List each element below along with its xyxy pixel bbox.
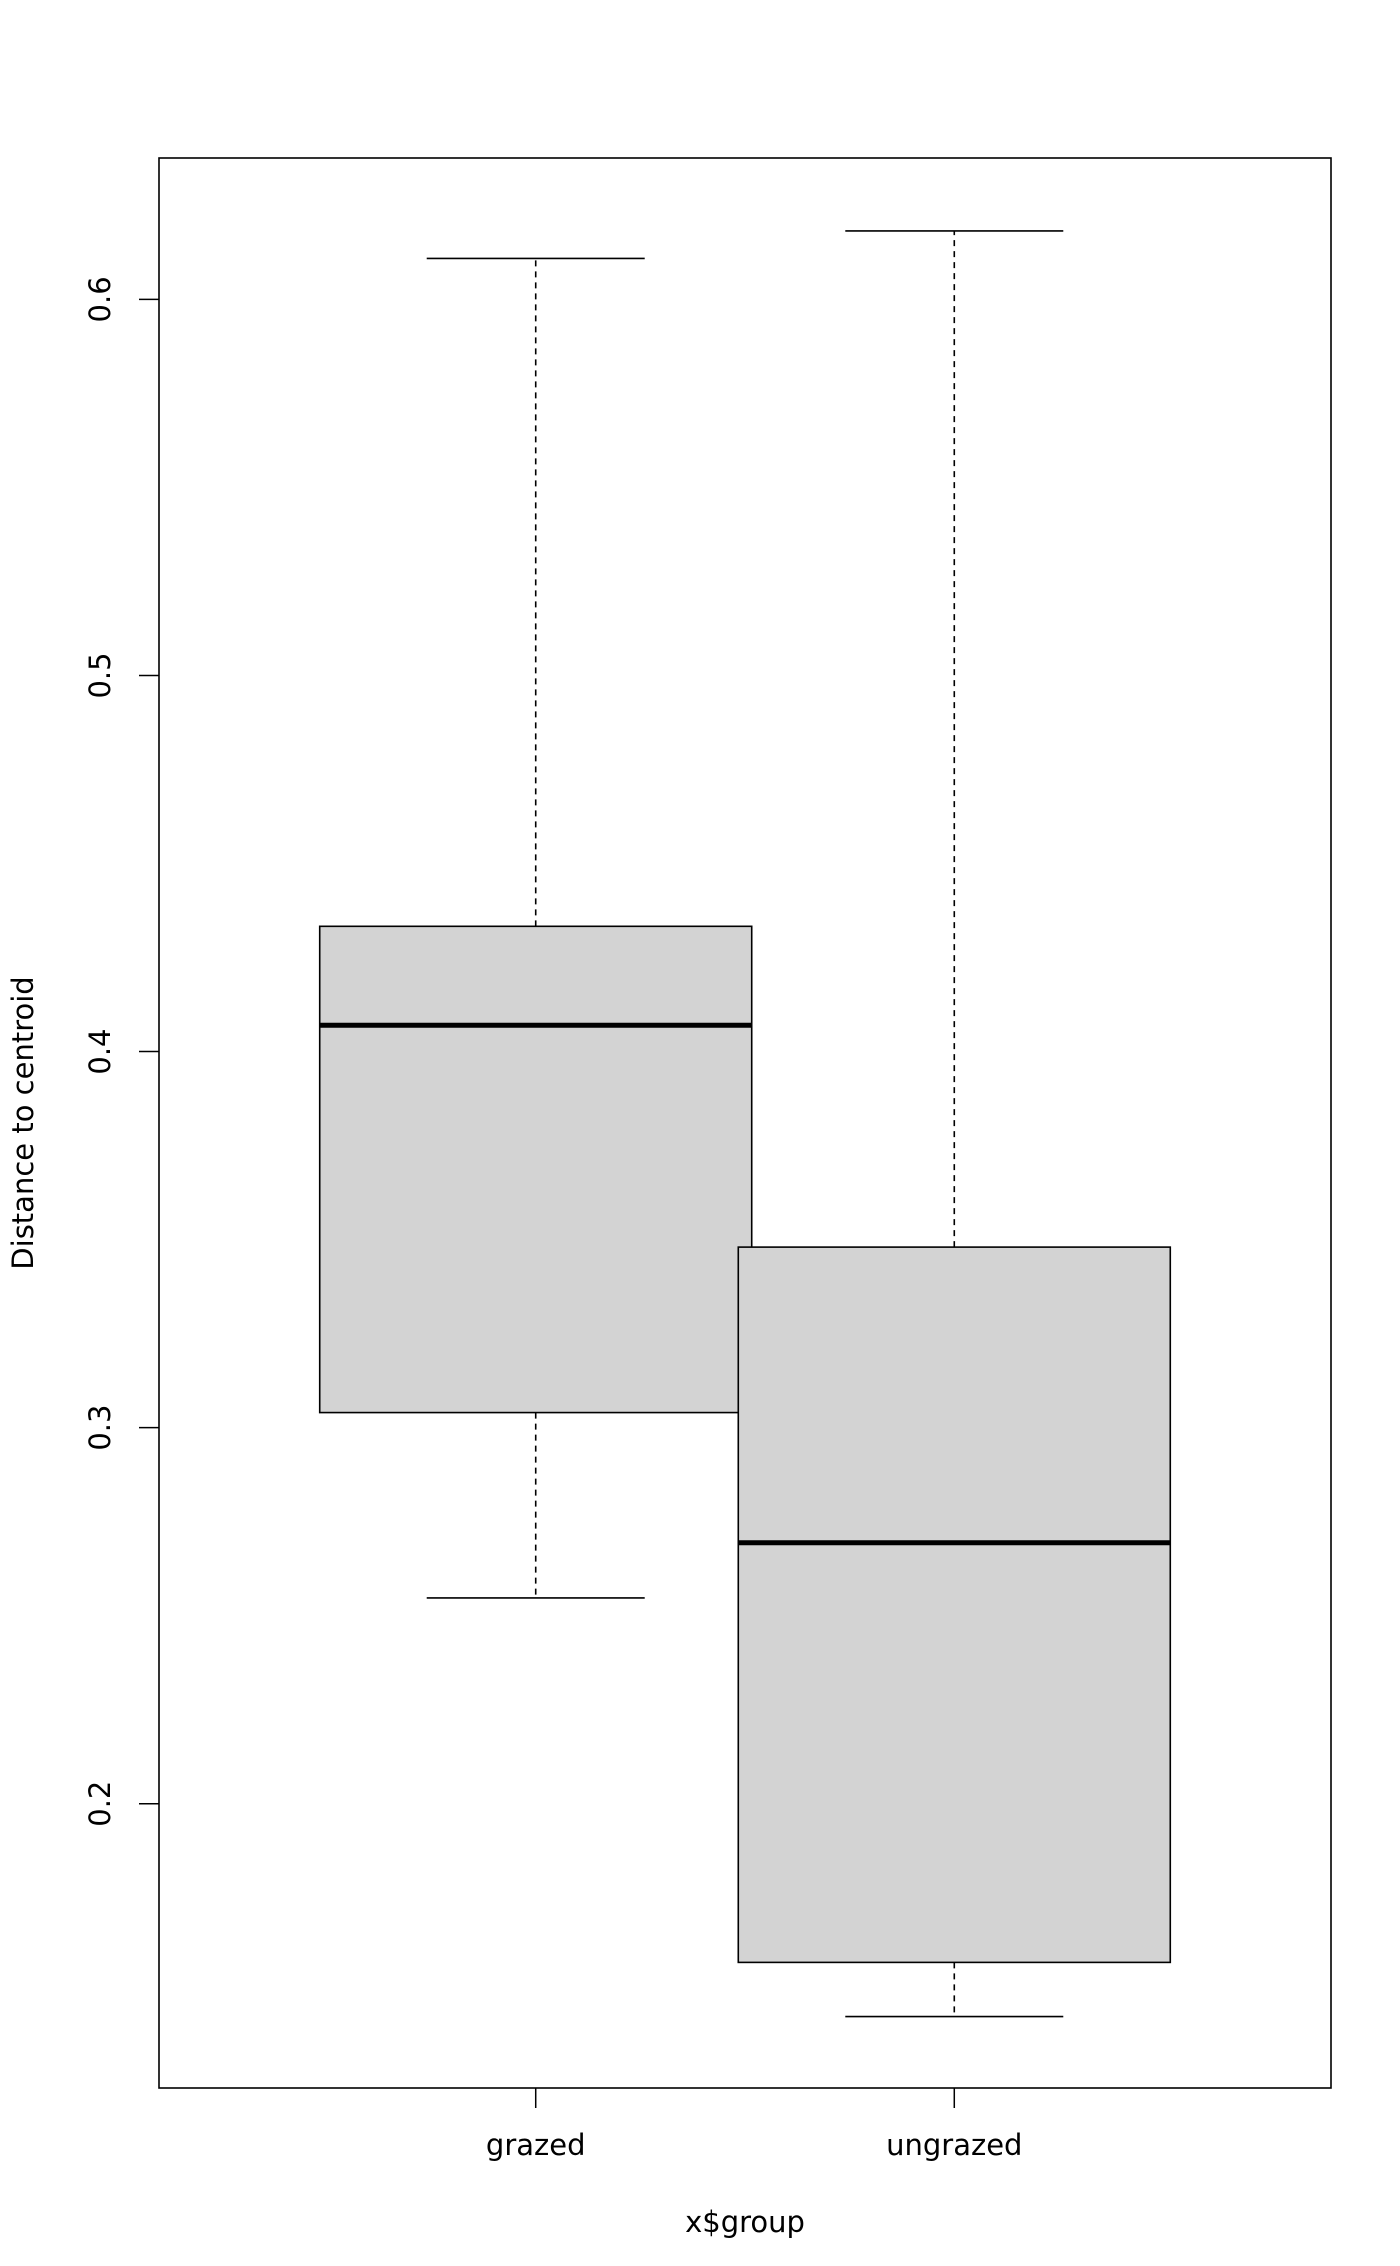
x-tick-label: grazed <box>486 2128 586 2162</box>
box <box>737 1246 1172 1964</box>
box <box>318 925 753 1414</box>
x-tick-label: ungrazed <box>886 2128 1022 2162</box>
y-tick-label: 0.3 <box>83 1405 117 1451</box>
y-tick-label: 0.2 <box>83 1781 117 1827</box>
y-tick-label: 0.6 <box>83 276 117 322</box>
x-axis-label: x$group <box>685 2205 805 2239</box>
y-tick-label: 0.5 <box>83 652 117 698</box>
y-tick-label: 0.4 <box>83 1028 117 1074</box>
y-axis-label: Distance to centroid <box>6 976 40 1269</box>
plot-frame <box>158 157 1332 2089</box>
